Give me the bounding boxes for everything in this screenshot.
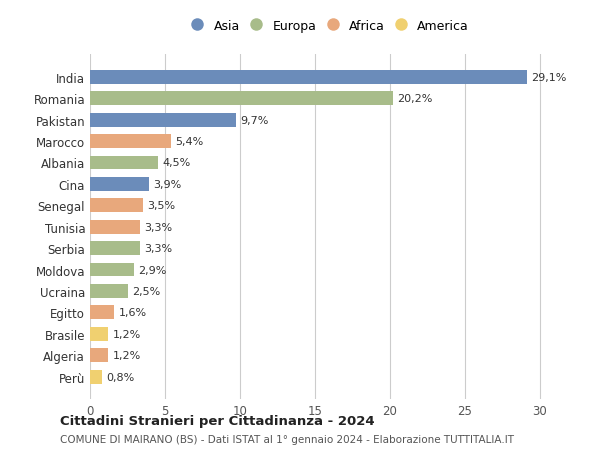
Bar bbox=[90, 348, 108, 362]
Bar bbox=[90, 263, 133, 277]
Text: 1,6%: 1,6% bbox=[119, 308, 146, 318]
Bar bbox=[90, 178, 149, 191]
Text: 3,5%: 3,5% bbox=[147, 201, 175, 211]
Legend: Asia, Europa, Africa, America: Asia, Europa, Africa, America bbox=[187, 17, 473, 37]
Text: 1,2%: 1,2% bbox=[113, 329, 141, 339]
Bar bbox=[90, 284, 128, 298]
Bar bbox=[90, 199, 143, 213]
Text: 29,1%: 29,1% bbox=[531, 73, 566, 83]
Text: Cittadini Stranieri per Cittadinanza - 2024: Cittadini Stranieri per Cittadinanza - 2… bbox=[60, 414, 374, 428]
Bar bbox=[90, 241, 139, 256]
Bar bbox=[90, 113, 235, 127]
Bar bbox=[90, 327, 108, 341]
Text: 1,2%: 1,2% bbox=[113, 350, 141, 360]
Bar bbox=[90, 220, 139, 234]
Text: 3,3%: 3,3% bbox=[144, 244, 172, 253]
Text: 3,9%: 3,9% bbox=[153, 179, 181, 190]
Bar bbox=[90, 92, 393, 106]
Text: 5,4%: 5,4% bbox=[176, 137, 204, 147]
Text: 2,9%: 2,9% bbox=[138, 265, 166, 275]
Bar bbox=[90, 71, 527, 84]
Bar bbox=[90, 135, 171, 149]
Text: 2,5%: 2,5% bbox=[132, 286, 160, 296]
Text: 4,5%: 4,5% bbox=[162, 158, 190, 168]
Text: 3,3%: 3,3% bbox=[144, 222, 172, 232]
Text: 20,2%: 20,2% bbox=[398, 94, 433, 104]
Text: COMUNE DI MAIRANO (BS) - Dati ISTAT al 1° gennaio 2024 - Elaborazione TUTTITALIA: COMUNE DI MAIRANO (BS) - Dati ISTAT al 1… bbox=[60, 434, 514, 443]
Text: 0,8%: 0,8% bbox=[107, 372, 135, 382]
Text: 9,7%: 9,7% bbox=[240, 115, 268, 125]
Bar bbox=[90, 156, 157, 170]
Bar bbox=[90, 370, 102, 384]
Bar bbox=[90, 306, 114, 319]
